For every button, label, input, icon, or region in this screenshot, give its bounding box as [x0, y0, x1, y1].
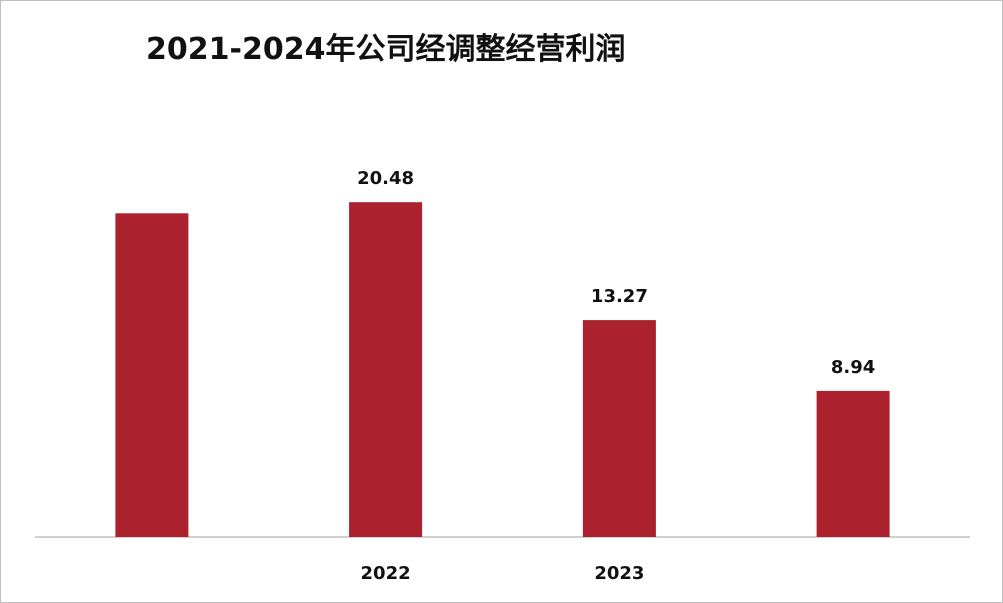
- bar-2023: [582, 320, 656, 537]
- data-labels-layer: 20.48 13.27 8.94: [357, 168, 875, 378]
- bar-2024: [816, 390, 890, 537]
- x-tick-label-2023: 2023: [594, 563, 644, 584]
- data-label-2022: 20.48: [357, 168, 414, 189]
- data-label-2023: 13.27: [591, 286, 648, 307]
- chart-title: 2021-2024年公司经调整经营利润: [146, 32, 626, 67]
- bar-2022: [349, 202, 423, 537]
- bar-2021: [115, 213, 189, 538]
- data-label-2024: 8.94: [831, 357, 875, 378]
- x-tick-labels-layer: 2022 2023: [361, 563, 645, 584]
- bars-layer: [115, 202, 890, 538]
- x-tick-label-2022: 2022: [361, 563, 411, 584]
